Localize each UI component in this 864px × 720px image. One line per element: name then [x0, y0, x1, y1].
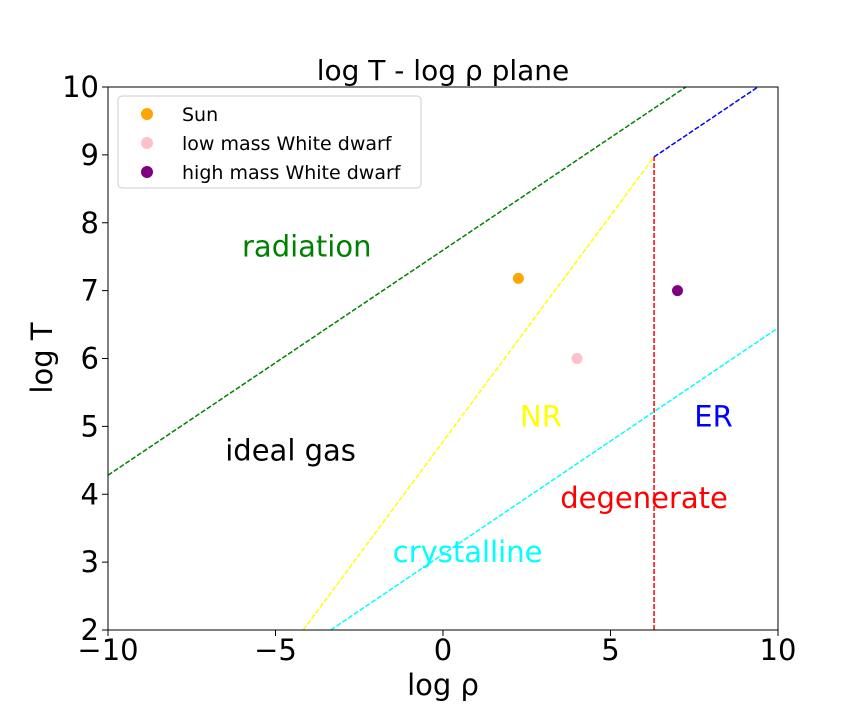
- data-point-0-0: [512, 272, 524, 284]
- data-points: [512, 272, 683, 364]
- boundary-line-4: [330, 327, 779, 631]
- y-tick-label: 5: [81, 409, 99, 443]
- y-tick-label: 3: [81, 545, 99, 579]
- legend-label-0: Sun: [182, 104, 218, 126]
- legend-label-2: high mass White dwarf: [182, 162, 402, 184]
- region-label-5: crystalline: [393, 535, 543, 569]
- legend-marker-1: [141, 137, 153, 149]
- legend-marker-0: [141, 108, 153, 120]
- region-labels: radiation ideal gas NR ER degenerate crystall…: [225, 230, 732, 569]
- chart-title: log T - log ρ plane: [317, 54, 570, 87]
- boundary-lines: [107, 86, 779, 631]
- x-axis: −10 −5 0 5 10: [77, 630, 796, 667]
- y-tick-label: 9: [81, 138, 99, 172]
- x-tick-label: 5: [601, 633, 619, 667]
- y-tick-label: 4: [81, 477, 99, 511]
- legend: Sun low mass White dwarf high mass White d…: [117, 95, 422, 189]
- region-label-4: degenerate: [560, 481, 728, 515]
- legend-label-1: low mass White dwarf: [182, 133, 393, 155]
- y-tick-label: 7: [81, 274, 99, 308]
- boundary-line-0: [107, 86, 687, 476]
- y-tick-label: 6: [81, 342, 99, 376]
- y-tick-label: 8: [81, 206, 99, 240]
- data-point-2-0: [672, 285, 683, 297]
- x-tick-label: 0: [434, 633, 452, 667]
- region-label-3: ER: [694, 399, 732, 433]
- legend-box: [117, 95, 422, 189]
- region-label-1: ideal gas: [225, 433, 356, 467]
- y-tick-label: 10: [62, 70, 99, 104]
- region-label-2: NR: [520, 399, 562, 433]
- y-tick-label: 2: [81, 613, 99, 647]
- x-tick-label: −10: [77, 633, 138, 667]
- region-label-0: radiation: [242, 230, 371, 264]
- y-axis: 2 3 4 5 6 7 8 9 10: [62, 70, 108, 647]
- x-tick-label: −5: [254, 633, 297, 667]
- data-point-1-0: [571, 353, 583, 364]
- boundary-line-1: [302, 156, 655, 631]
- y-axis-label: log T: [25, 322, 59, 393]
- x-axis-label: log ρ: [407, 668, 479, 702]
- x-tick-label: 10: [760, 633, 797, 667]
- legend-marker-2: [141, 166, 153, 178]
